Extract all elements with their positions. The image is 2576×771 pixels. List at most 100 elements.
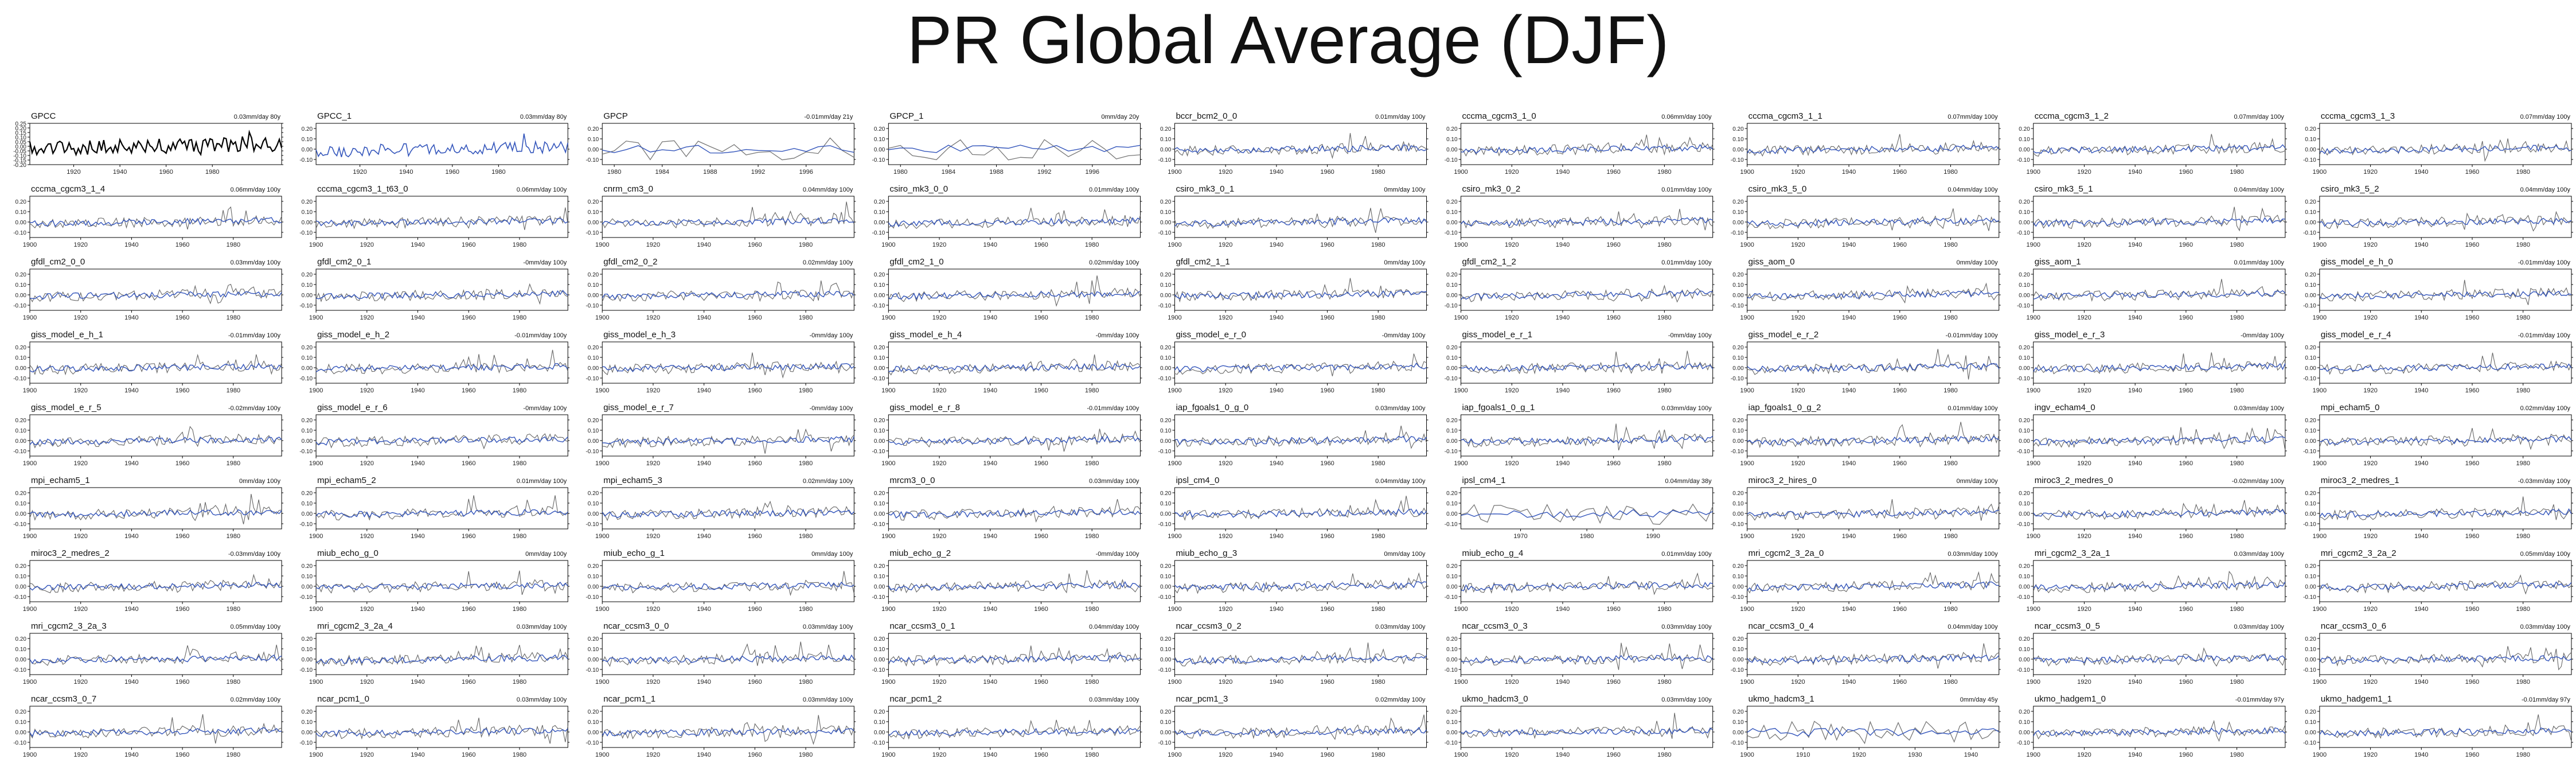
x-tick-label: 1960 — [748, 314, 762, 321]
panel-trend: 0.01mm/day 100y — [2234, 259, 2284, 266]
y-tick-label: -0.10 — [872, 740, 885, 746]
x-tick-label: 1900 — [1454, 169, 1467, 176]
plot-frame — [1747, 123, 2000, 165]
x-tick-label: 1920 — [932, 606, 946, 613]
y-tick-label: 0.00 — [874, 511, 885, 517]
x-tick-label: 1900 — [2313, 533, 2327, 540]
plot-frame — [315, 487, 568, 529]
plot-frame — [2319, 268, 2572, 311]
x-tick-label: 1920 — [2077, 314, 2091, 321]
y-tick-label: 0.00 — [15, 657, 27, 663]
y-tick-label: 0.00 — [874, 657, 885, 663]
panel-ukmo-hadcm3-1: ukmo_hadcm3_1 0mm/day 45y 1900 1910 1920 1930… — [1731, 694, 2001, 758]
plot-frame — [888, 706, 1141, 748]
y-tick-label: -0.10 — [2303, 157, 2316, 163]
panel-ncar-ccsm3-0-5: ncar_ccsm3_0_5 0.03mm/day 100y 1900 1920 194… — [2017, 621, 2287, 686]
x-tick-label: 1980 — [2516, 533, 2530, 540]
x-tick-label: 1940 — [697, 606, 711, 613]
model-line — [2319, 290, 2572, 299]
y-tick-label: 0.20 — [1446, 709, 1458, 715]
x-tick-label: 1940 — [2128, 169, 2142, 176]
x-tick-label: 1940 — [1556, 242, 1570, 248]
x-tick-label: 1980 — [1943, 387, 1957, 394]
y-tick-label: 0.10 — [1160, 137, 1172, 143]
plot-frame — [29, 341, 282, 384]
x-tick-label: 1900 — [23, 387, 37, 394]
x-tick-label: 1920 — [932, 460, 946, 467]
x-tick-label: 1940 — [2414, 242, 2428, 248]
x-tick-label: 1980 — [513, 242, 526, 248]
panel-title: miroc3_2_medres_2 — [31, 548, 110, 558]
panel-trend: 0.02mm/day 100y — [803, 259, 853, 266]
panel-iap-fgoals1-0-g-1: iap_fgoals1_0_g_1 0.03mm/day 100y 1900 1920… — [1445, 403, 1715, 467]
y-tick-label: -0.10 — [299, 376, 313, 382]
x-tick-label: 1920 — [2363, 387, 2377, 394]
panel-ncar-ccsm3-0-7: ncar_ccsm3_0_7 0.02mm/day 100y 1900 1920 194… — [13, 694, 284, 758]
y-tick-label: 0.10 — [874, 428, 885, 434]
plot-frame — [602, 268, 854, 311]
observed-line — [1461, 572, 1713, 595]
y-tick-label: 0.00 — [874, 438, 885, 445]
panel-title: ukmo_hadgem1_1 — [2321, 694, 2392, 704]
model-line — [29, 727, 282, 737]
x-tick-label: 1960 — [748, 751, 762, 758]
y-tick-label: 0.20 — [1446, 272, 1458, 278]
plot-frame — [888, 560, 1141, 602]
model-line — [315, 436, 568, 446]
x-tick-label: 1940 — [697, 533, 711, 540]
x-tick-label: 1920 — [646, 751, 660, 758]
y-tick-label: 0.00 — [588, 657, 599, 663]
x-tick-label: 1940 — [2414, 606, 2428, 613]
y-tick-label: -0.10 — [13, 521, 26, 528]
y-tick-label: 0.10 — [2305, 428, 2316, 434]
x-tick-label: 1920 — [73, 679, 87, 686]
panel-ncar-ccsm3-0-0: ncar_ccsm3_0_0 0.03mm/day 100y 1900 1920 194… — [586, 621, 856, 686]
model-line — [888, 291, 1141, 300]
panel-gfdl-cm2-0-1: gfdl_cm2_0_1 -0mm/day 100y 1900 1920 1940 196… — [299, 257, 570, 321]
plot-frame — [1461, 706, 1714, 748]
x-tick-label: 1960 — [1893, 460, 1907, 467]
y-tick-label: -0.10 — [299, 449, 313, 455]
x-tick-label: 1920 — [1219, 533, 1232, 540]
x-tick-label: 1940 — [113, 169, 127, 176]
y-tick-label: -0.10 — [1731, 376, 1744, 382]
x-tick-label: 1960 — [175, 533, 189, 540]
plot-frame — [315, 633, 568, 675]
x-tick-label: 1980 — [1371, 751, 1385, 758]
observed-line — [316, 433, 568, 450]
y-tick-label: 0.00 — [588, 147, 599, 153]
panel-trend: 0.07mm/day 100y — [1947, 114, 1998, 120]
panel-trend: 0.02mm/day 100y — [231, 696, 281, 703]
y-tick-label: -0.10 — [586, 740, 599, 746]
y-tick-label: 0.10 — [302, 574, 313, 580]
panel-trend: -0.01mm/day 100y — [1087, 405, 1139, 412]
x-tick-label: 1980 — [227, 314, 240, 321]
y-tick-label: 0.20 — [302, 345, 313, 351]
panel-trend: -0mm/day 100y — [810, 405, 853, 412]
y-tick-label: 0.10 — [874, 647, 885, 653]
y-tick-label: -0.10 — [2303, 303, 2316, 309]
x-tick-label: 1920 — [2363, 169, 2377, 176]
y-tick-label: 0.10 — [2019, 282, 2030, 289]
y-tick-label: -0.10 — [872, 157, 885, 163]
x-tick-label: 1940 — [697, 460, 711, 467]
x-tick-label: 1980 — [1085, 242, 1099, 248]
y-tick-label: 0.10 — [2305, 719, 2316, 726]
plot-frame — [602, 706, 854, 748]
x-tick-label: 1980 — [799, 242, 813, 248]
y-tick-label: -0.10 — [13, 303, 26, 309]
x-tick-label: 1990 — [1646, 533, 1660, 540]
model-line — [602, 508, 854, 519]
y-tick-label: 0.10 — [588, 719, 599, 726]
observed-line — [315, 718, 568, 744]
x-tick-label: 1920 — [73, 751, 87, 758]
x-tick-label: 1980 — [1657, 606, 1671, 613]
observed-line — [2033, 279, 2286, 302]
page-title: PR Global Average (DJF) — [907, 2, 1669, 78]
panel-title: ncar_ccsm3_0_0 — [603, 621, 669, 631]
y-tick-label: 0.00 — [1446, 511, 1458, 517]
observed-line — [602, 641, 854, 667]
model-line — [2033, 436, 2286, 446]
panel-title: miroc3_2_hires_0 — [1748, 476, 1817, 485]
